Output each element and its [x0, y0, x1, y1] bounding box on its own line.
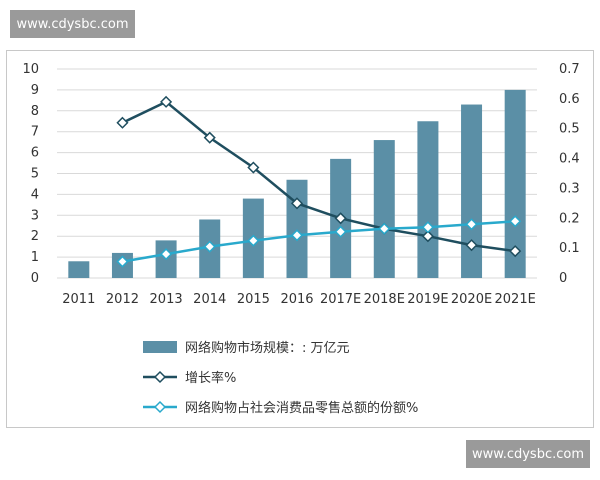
legend-item-growth: 增长率%: [143, 370, 236, 386]
data-point: [378, 222, 391, 235]
bar: [461, 104, 483, 278]
left-tick-label: 8: [31, 104, 39, 119]
bar: [286, 179, 308, 278]
x-axis-ticks: 2011 2012 2013 2014 2015 2016 2017E 2018E 2019E 2…: [62, 292, 536, 307]
x-tick-label: 2020E: [451, 292, 492, 307]
left-tick-label: 10: [22, 62, 39, 77]
x-tick-label: 2011: [62, 292, 95, 307]
data-point: [160, 248, 173, 261]
left-tick-label: 9: [31, 83, 39, 98]
legend-label-growth: 增长率%: [185, 370, 236, 386]
x-tick-label: 2014: [193, 292, 226, 307]
left-tick-label: 6: [31, 146, 39, 161]
x-tick-label: 2018E: [364, 292, 405, 307]
legend-label-share: 网络购物占社会消费品零售总额的份额%: [185, 400, 418, 416]
data-point: [421, 221, 434, 234]
left-tick-label: 2: [31, 229, 39, 244]
legend-swatch-bar: [143, 341, 177, 353]
right-axis-ticks: 0 0.1 0.2 0.3 0.4 0.5 0.6 0.7: [559, 62, 580, 286]
legend-item-share: 网络购物占社会消费品零售总额的份额%: [143, 400, 418, 416]
data-point: [247, 161, 260, 174]
legend-swatch-share-marker: [153, 400, 167, 414]
data-point: [203, 240, 216, 253]
x-tick-label: 2021E: [495, 292, 536, 307]
x-tick-label: 2016: [280, 292, 313, 307]
data-point: [421, 230, 434, 243]
data-point: [334, 212, 347, 225]
data-point: [290, 197, 304, 210]
right-tick-label: 0.6: [559, 92, 580, 107]
x-tick-label: 2013: [150, 292, 183, 307]
bar: [417, 121, 439, 278]
left-tick-label: 4: [31, 187, 39, 202]
series-line: [121, 100, 516, 253]
data-point: [334, 225, 347, 238]
data-point: [465, 218, 478, 231]
chart-frame: 0 1 2 3 4 5 6 7 8 9 10 0 0.1 0.2 0.3 0.4 0.5 0.6 0.7 2011…: [6, 50, 594, 428]
x-tick-label: 2012: [106, 292, 139, 307]
data-point: [116, 255, 129, 268]
combo-chart: 0 1 2 3 4 5 6 7 8 9 10 0 0.1 0.2 0.3 0.4 0.5 0.6 0.7 2011…: [22, 62, 580, 416]
right-tick-label: 0.3: [559, 181, 580, 196]
x-tick-label: 2015: [237, 292, 270, 307]
right-tick-label: 0.1: [559, 241, 580, 256]
right-tick-label: 0.5: [559, 122, 580, 137]
data-point: [203, 131, 216, 144]
left-tick-label: 1: [31, 250, 39, 265]
right-tick-label: 0.4: [559, 152, 580, 167]
legend-item-market-size: 网络购物市场规模：: 万亿元: [143, 340, 350, 356]
line-series: [116, 95, 522, 268]
data-point: [509, 215, 522, 228]
bar-series: [68, 89, 526, 279]
bar: [504, 89, 526, 279]
x-tick-label: 2019E: [407, 292, 448, 307]
legend-swatch-growth-marker: [153, 370, 167, 384]
right-tick-label: 0.7: [559, 62, 580, 77]
x-tick-label: 2017E: [320, 292, 361, 307]
left-tick-label: 0: [31, 271, 39, 286]
data-point: [290, 229, 304, 242]
data-point: [160, 95, 173, 108]
left-tick-label: 5: [31, 167, 39, 182]
legend: 网络购物市场规模：: 万亿元 增长率% 网络购物占社会消费品零售总额的份额%: [143, 340, 418, 416]
right-tick-label: 0.2: [559, 211, 580, 226]
bar: [373, 140, 395, 278]
data-point: [465, 239, 478, 252]
watermark-top: www.cdysbc.com: [10, 10, 135, 38]
bar: [68, 261, 90, 278]
series-line: [122, 220, 516, 263]
data-point: [509, 245, 522, 258]
data-point: [116, 116, 129, 129]
left-tick-label: 7: [31, 125, 39, 140]
right-tick-label: 0: [559, 271, 567, 286]
left-axis-ticks: 0 1 2 3 4 5 6 7 8 9 10: [22, 62, 39, 286]
left-tick-label: 3: [31, 208, 39, 223]
data-point: [247, 234, 260, 247]
watermark-bottom: www.cdysbc.com: [466, 440, 590, 468]
legend-label-market-size: 网络购物市场规模：: 万亿元: [185, 340, 350, 356]
